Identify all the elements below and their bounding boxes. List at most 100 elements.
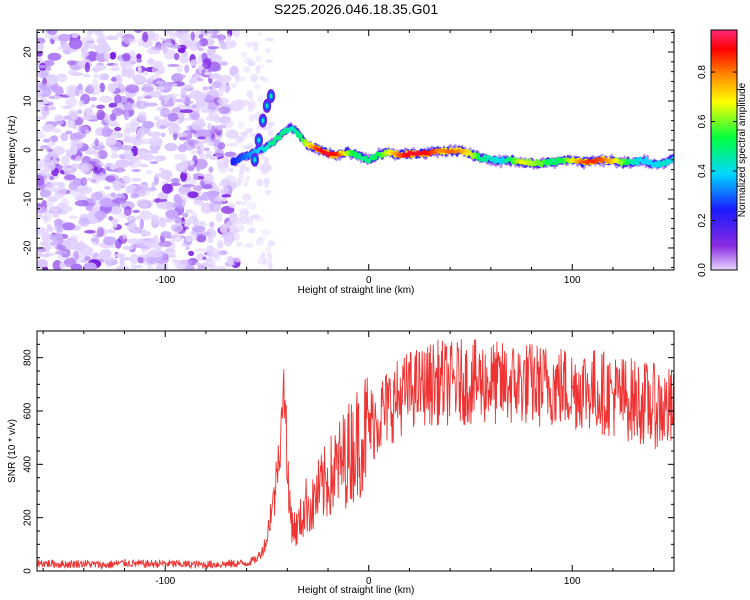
noise-speckle <box>241 52 247 58</box>
ridge-cell <box>494 160 498 164</box>
noise-speckle <box>219 84 232 93</box>
colorbar-tick-label: 0.6 <box>697 114 708 128</box>
noise-speckle <box>241 131 248 139</box>
noise-speckle <box>83 74 91 78</box>
ridge-cell <box>351 151 355 155</box>
noise-speckle <box>123 110 130 121</box>
noise-speckle <box>167 63 180 67</box>
colorbar-frame <box>710 29 738 271</box>
noise-speckle <box>208 85 214 90</box>
noise-speckle <box>72 115 84 126</box>
noise-speckle <box>185 209 194 214</box>
noise-speckle <box>105 137 117 146</box>
noise-speckle <box>80 165 90 174</box>
noise-speckle <box>137 111 148 121</box>
noise-speckle <box>109 130 122 140</box>
noise-speckle <box>172 82 178 87</box>
noise-speckle <box>71 163 81 170</box>
noise-speckle <box>145 170 153 175</box>
noise-speckle <box>37 251 43 257</box>
y-tick-label: 0 <box>23 568 34 574</box>
noise-speckle <box>149 32 160 42</box>
noise-speckle <box>112 180 123 192</box>
noise-speckle <box>264 37 275 42</box>
snr-ylabel: SNR (10 * v/v) <box>7 419 18 483</box>
noise-speckle <box>135 215 142 220</box>
noise-speckle <box>92 78 98 88</box>
noise-speckle <box>216 158 227 169</box>
ridge-cell <box>272 141 277 144</box>
noise-speckle <box>229 167 234 173</box>
noise-speckle <box>40 145 51 150</box>
noise-speckle <box>37 226 45 233</box>
noise-speckle <box>196 40 202 50</box>
noise-speckle <box>109 52 117 60</box>
noise-speckle <box>207 236 214 244</box>
noise-speckle <box>158 240 172 247</box>
noise-speckle <box>109 164 117 171</box>
noise-speckle <box>125 84 140 94</box>
noise-speckle <box>85 149 99 155</box>
noise-speckle <box>122 233 128 240</box>
noise-speckle <box>55 244 66 251</box>
noise-speckle <box>115 159 129 169</box>
noise-speckle <box>84 229 96 234</box>
noise-speckle <box>74 242 86 252</box>
noise-speckle <box>145 102 158 107</box>
ridge-cell <box>370 157 375 161</box>
noise-speckle <box>109 206 123 215</box>
ridge-cell <box>476 154 481 158</box>
noise-speckle <box>102 256 115 263</box>
ridge-cell <box>559 157 564 161</box>
noise-speckle <box>62 222 76 231</box>
noise-speckle <box>209 89 224 98</box>
noise-speckle <box>207 141 215 146</box>
noise-speckle <box>255 55 262 62</box>
noise-speckle <box>37 88 44 97</box>
noise-speckle <box>123 136 133 144</box>
noise-speckle <box>246 201 257 210</box>
noise-speckle <box>115 265 130 270</box>
ridge-cell <box>484 158 489 162</box>
noise-speckle <box>187 93 193 100</box>
noise-speckle <box>156 80 164 86</box>
x-tick-label: -100 <box>155 275 175 286</box>
noise-speckle <box>159 167 164 172</box>
noise-speckle <box>247 104 255 112</box>
spike-cell <box>257 137 261 143</box>
ridge-core <box>344 151 350 155</box>
ridge-cell <box>665 161 669 165</box>
ridge-cell <box>292 128 297 132</box>
noise-speckle <box>50 240 59 246</box>
noise-speckle <box>221 232 233 239</box>
ridge-cell <box>282 131 287 135</box>
noise-speckle <box>180 117 192 121</box>
snr-frame <box>36 330 675 572</box>
noise-speckle <box>61 155 70 166</box>
noise-speckle <box>261 163 272 172</box>
noise-speckle <box>83 262 97 270</box>
ridge-cell <box>367 159 371 163</box>
spike-cell <box>253 157 257 163</box>
noise-speckle <box>219 61 229 66</box>
noise-speckle <box>122 246 134 251</box>
noise-speckle <box>43 211 52 222</box>
colorbar-tick-label: 0.0 <box>697 263 708 277</box>
noise-speckle <box>189 159 194 166</box>
noise-speckle <box>160 132 166 138</box>
noise-speckle <box>191 120 205 131</box>
noise-speckle <box>265 245 271 254</box>
noise-speckle <box>227 142 239 147</box>
noise-speckle <box>139 164 149 168</box>
ridge-cell <box>279 132 284 136</box>
noise-speckle <box>218 106 231 114</box>
ridge-cell <box>362 156 367 160</box>
noise-speckle <box>212 81 222 89</box>
noise-speckle <box>185 246 190 251</box>
noise-speckle <box>63 257 77 268</box>
noise-speckle <box>219 75 232 83</box>
noise-speckle <box>255 238 264 246</box>
noise-speckle <box>202 173 214 184</box>
noise-speckle <box>154 175 159 186</box>
noise-speckle <box>46 148 53 152</box>
